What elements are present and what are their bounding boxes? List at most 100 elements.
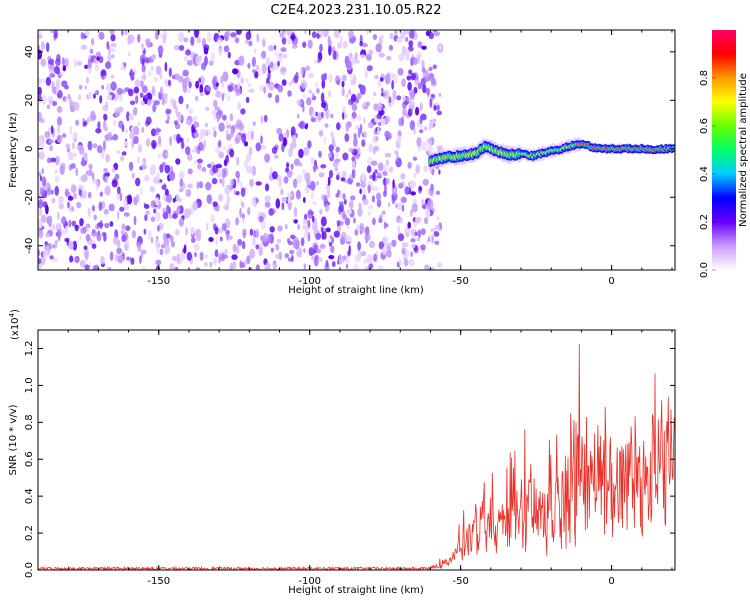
noise-speckle <box>401 204 405 212</box>
noise-speckle <box>59 72 65 77</box>
noise-speckle <box>194 252 197 258</box>
noise-speckle <box>108 203 115 212</box>
noise-speckle <box>249 228 254 236</box>
noise-speckle <box>436 110 442 116</box>
noise-speckle <box>109 221 114 227</box>
noise-speckle <box>359 54 366 59</box>
noise-speckle <box>74 224 79 232</box>
noise-speckle <box>296 100 302 106</box>
noise-speckle <box>166 193 172 203</box>
noise-speckle <box>169 235 174 243</box>
noise-speckle <box>117 186 121 195</box>
noise-speckle <box>314 217 318 224</box>
noise-speckle <box>144 214 148 222</box>
y-tick-label: 1.2 <box>24 341 35 357</box>
noise-speckle <box>259 85 265 92</box>
noise-speckle <box>406 75 412 81</box>
noise-speckle <box>201 131 206 136</box>
noise-speckle <box>422 84 427 94</box>
noise-speckle <box>168 170 176 181</box>
noise-speckle <box>404 48 410 55</box>
noise-speckle <box>220 76 224 84</box>
noise-speckle <box>410 72 416 80</box>
noise-speckle <box>275 243 279 251</box>
colorbar-ticks: 0.0 0.2 0.4 0.6 0.8 <box>699 70 716 278</box>
noise-speckle <box>427 198 434 210</box>
noise-speckle <box>358 202 362 209</box>
noise-speckle <box>95 89 100 96</box>
y-tick-label: 0.0 <box>24 562 35 578</box>
noise-speckle <box>127 194 133 205</box>
noise-speckle <box>239 261 244 269</box>
noise-speckle <box>360 182 367 189</box>
noise-speckle <box>67 151 74 158</box>
noise-speckle <box>91 243 97 249</box>
noise-speckle <box>281 79 287 86</box>
noise-speckle <box>422 178 429 186</box>
noise-speckle <box>186 137 189 144</box>
noise-speckle <box>96 145 103 154</box>
noise-speckle <box>239 207 242 218</box>
noise-speckle <box>251 196 256 207</box>
noise-speckle <box>387 202 391 207</box>
noise-speckle <box>326 189 331 199</box>
noise-speckle <box>80 32 85 40</box>
noise-speckle <box>386 250 392 258</box>
noise-speckle <box>386 55 392 61</box>
noise-speckle <box>188 108 194 115</box>
noise-speckle <box>196 158 203 164</box>
noise-speckle <box>139 92 144 98</box>
colorbar-gradient <box>712 30 736 270</box>
noise-speckle <box>102 104 107 112</box>
noise-speckle <box>201 62 207 71</box>
noise-speckle <box>129 131 135 140</box>
noise-speckle <box>50 157 57 163</box>
noise-speckle <box>353 217 356 224</box>
noise-speckle <box>259 242 264 248</box>
noise-speckle <box>140 100 145 106</box>
noise-speckle <box>201 166 207 173</box>
noise-speckle <box>237 101 242 110</box>
noise-speckle <box>367 121 374 129</box>
noise-speckle <box>233 261 237 270</box>
noise-speckle <box>315 82 319 88</box>
noise-speckle <box>264 183 270 192</box>
noise-speckle <box>144 175 150 182</box>
noise-speckle <box>247 207 251 216</box>
noise-speckle <box>226 95 231 102</box>
noise-speckle <box>214 146 221 154</box>
noise-speckle <box>147 230 151 241</box>
noise-speckle <box>229 113 234 122</box>
noise-speckle <box>302 104 305 113</box>
noise-speckle <box>396 215 401 224</box>
noise-speckle <box>411 57 419 66</box>
noise-speckle <box>222 254 229 259</box>
noise-speckle <box>383 221 387 229</box>
noise-speckle <box>194 132 199 138</box>
noise-speckle <box>109 30 115 35</box>
noise-speckle <box>260 135 263 145</box>
noise-speckle <box>49 73 56 78</box>
noise-speckle <box>255 228 260 239</box>
noise-speckle <box>217 227 224 234</box>
noise-speckle <box>179 170 185 180</box>
noise-speckle <box>133 86 140 94</box>
noise-speckle <box>40 58 47 67</box>
noise-speckle <box>132 107 138 116</box>
noise-speckle <box>166 204 170 215</box>
noise-speckle <box>100 255 105 265</box>
noise-speckle <box>75 167 79 177</box>
noise-speckle <box>313 58 319 65</box>
noise-speckle <box>139 187 143 195</box>
noise-speckle <box>216 37 223 45</box>
noise-speckle <box>226 230 230 241</box>
noise-speckle <box>203 47 209 55</box>
noise-speckle <box>417 54 421 65</box>
noise-speckle <box>378 217 383 224</box>
noise-speckle <box>258 215 264 223</box>
noise-speckle <box>157 45 164 55</box>
noise-speckle <box>39 78 46 83</box>
noise-speckle <box>336 122 341 131</box>
noise-speckle <box>411 244 416 249</box>
noise-speckle <box>95 224 100 230</box>
